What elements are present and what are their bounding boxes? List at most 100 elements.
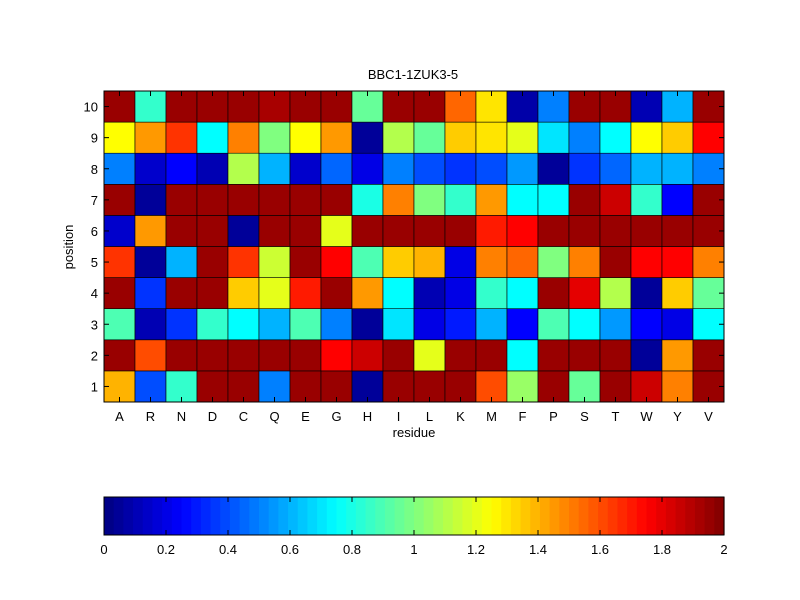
heatmap-cell: [382, 121, 415, 154]
heatmap-cell: [475, 90, 508, 123]
heatmap-cell: [227, 277, 260, 310]
heatmap-cell: [165, 184, 198, 216]
heatmap-cell: [227, 308, 260, 341]
colorbar-tick-label: 2: [720, 542, 727, 557]
heatmap-cell: [661, 339, 694, 372]
colorbar-segment: [133, 497, 144, 535]
colorbar-segment: [607, 497, 619, 535]
heatmap-cell: [134, 90, 167, 123]
heatmap-cell: [289, 308, 322, 341]
colorbar-segment: [259, 497, 270, 535]
heatmap-cell: [444, 308, 477, 341]
heatmap-cell: [630, 339, 663, 372]
heatmap-cell: [413, 90, 446, 123]
heatmap-cell: [351, 184, 384, 216]
colorbar-segment: [317, 497, 328, 535]
colorbar-segment: [200, 497, 212, 535]
heatmap-cell: [165, 246, 198, 278]
colorbar-tick-label: 1.4: [529, 542, 547, 557]
heatmap-cell: [382, 277, 415, 310]
colorbar-segment: [229, 497, 241, 535]
colorbar-segment: [336, 497, 347, 535]
colorbar-segment: [694, 497, 706, 535]
heatmap-cell: [413, 308, 446, 341]
heatmap-cell: [537, 277, 570, 310]
x-tick-label: H: [363, 409, 372, 424]
heatmap-cell: [537, 121, 570, 154]
heatmap-cell: [289, 246, 322, 278]
heatmap-cell: [320, 152, 353, 185]
heatmap-cell: [134, 215, 167, 247]
colorbar-segment: [346, 497, 357, 535]
heatmap-cell: [661, 277, 694, 310]
heatmap-cell: [413, 339, 446, 372]
heatmap-cell: [382, 308, 415, 341]
y-tick-label: 2: [91, 348, 98, 363]
heatmap-cell: [537, 339, 570, 372]
heatmap-cell: [103, 277, 136, 310]
x-tick-label: L: [426, 409, 433, 424]
colorbar-segment: [501, 497, 512, 535]
heatmap-cell: [165, 308, 198, 341]
heatmap-cell: [599, 370, 632, 403]
colorbar-segment: [394, 497, 405, 535]
colorbar-segment: [210, 497, 221, 535]
heatmap-cell: [320, 184, 353, 216]
heatmap-cell: [568, 246, 601, 278]
heatmap-cell: [661, 308, 694, 341]
heatmap-cell: [351, 90, 384, 123]
x-tick-label: D: [208, 409, 217, 424]
heatmap-cell: [351, 308, 384, 341]
heatmap-cell: [599, 339, 632, 372]
colorbar-segment: [443, 497, 454, 535]
heatmap-cell: [475, 152, 508, 185]
heatmap-cell: [444, 215, 477, 247]
heatmap-cell: [630, 215, 663, 247]
heatmap-cell: [196, 277, 229, 310]
heatmap-cell: [382, 215, 415, 247]
heatmap-cell: [103, 308, 136, 341]
heatmap-cell: [165, 215, 198, 247]
heatmap-cell: [413, 121, 446, 154]
colorbar-segment: [510, 497, 522, 535]
heatmap-cell: [289, 277, 322, 310]
heatmap-cell: [444, 121, 477, 154]
colorbar-segment: [220, 497, 231, 535]
heatmap-cell: [351, 152, 384, 185]
x-tick-label: E: [301, 409, 310, 424]
colorbar-segment: [472, 497, 483, 535]
x-tick-label: R: [146, 409, 155, 424]
heatmap-cell: [227, 90, 260, 123]
heatmap-cell: [661, 246, 694, 278]
y-tick-label: 10: [84, 100, 98, 115]
heatmap-cell: [661, 184, 694, 216]
heatmap-cell: [475, 184, 508, 216]
x-tick-label: T: [612, 409, 620, 424]
colorbar-segment: [404, 497, 415, 535]
colorbar-segment: [123, 497, 134, 535]
heatmap-cell: [258, 308, 291, 341]
heatmap-cell: [506, 339, 539, 372]
heatmap-cell: [382, 370, 415, 403]
heatmap-cell: [413, 246, 446, 278]
heatmap-cell: [661, 152, 694, 185]
heatmap-cell: [165, 339, 198, 372]
colorbar: [104, 497, 725, 535]
colorbar-segment: [636, 497, 648, 535]
colorbar-segment: [191, 497, 202, 535]
y-tick-label: 1: [91, 379, 98, 394]
colorbar-segment: [714, 497, 725, 535]
heatmap-cell: [382, 152, 415, 185]
heatmap-cell: [258, 277, 291, 310]
heatmap-cell: [103, 339, 136, 372]
heatmap-cell: [599, 121, 632, 154]
heatmap-cell: [599, 90, 632, 123]
colorbar-segment: [278, 497, 289, 535]
heatmap-cell: [103, 215, 136, 247]
heatmap-cell: [413, 184, 446, 216]
heatmap-cell: [630, 184, 663, 216]
heatmap-cell: [475, 308, 508, 341]
heatmap-cell: [630, 246, 663, 278]
